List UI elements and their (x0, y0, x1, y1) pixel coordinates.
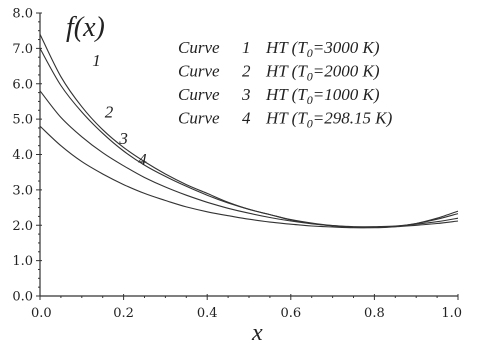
y-tick-label: 6.0 (12, 77, 33, 92)
legend-prefix: Curve (178, 38, 220, 57)
x-tick-label: 0.2 (113, 306, 134, 321)
legend-entry: Curve 2 HT (T0=2000 K) (178, 62, 380, 84)
y-tick-label: 8.0 (12, 7, 33, 22)
y-tick-label: 1.0 (12, 254, 33, 269)
legend-description: HT (T0=2000 K) (265, 62, 380, 84)
x-tick-label: 0.6 (280, 306, 301, 321)
legend-entry: Curve 3 HT (T0=1000 K) (178, 85, 380, 107)
x-tick-label: 0.0 (31, 306, 52, 321)
y-axis-label: f(x) (66, 12, 105, 43)
x-tick-label: 0.4 (197, 306, 218, 321)
legend: Curve 1 HT (T0=3000 K) Curve 2 HT (T0=2000 K)… (178, 38, 393, 131)
y-tick-label: 2.0 (12, 219, 33, 234)
curve-labels: 1 234 (92, 51, 147, 169)
legend-prefix: Curve (178, 85, 220, 104)
curve-4-line (39, 125, 459, 229)
curve-1-label: 1 (92, 51, 101, 70)
legend-prefix: Curve (178, 109, 220, 128)
legend-number: 1 (242, 38, 251, 57)
legend-prefix: Curve (178, 62, 220, 81)
legend-number: 3 (241, 85, 251, 104)
ticks: 0.0 1.0 2.0 3.0 4.0 5.0 6.0 7.0 8.0 0.0 0.2 0.4 0.6 0… (12, 7, 462, 322)
curve-2-label: 2 (105, 102, 114, 121)
y-tick-label: 4.0 (12, 148, 33, 163)
legend-number: 4 (242, 109, 251, 128)
legend-description: HT (T0=298.15 K) (265, 109, 393, 131)
x-tick-label: 1.0 (441, 306, 462, 321)
legend-description: HT (T0=3000 K) (265, 38, 380, 60)
legend-entry: Curve 1 HT (T0=3000 K) (178, 38, 380, 60)
y-tick-label: 5.0 (12, 113, 33, 128)
legend-description: HT (T0=1000 K) (265, 85, 380, 107)
legend-number: 2 (242, 62, 251, 81)
curve-4-label: 4 (138, 150, 147, 169)
y-tick-label: 7.0 (12, 42, 33, 57)
x-axis-label: x (251, 320, 263, 346)
x-tick-label: 0.8 (364, 306, 385, 321)
curves (39, 33, 459, 229)
y-tick-label: 3.0 (12, 183, 33, 198)
curve-3-label: 3 (118, 129, 128, 148)
legend-entry: Curve 4 HT (T0=298.15 K) (178, 109, 393, 131)
y-tick-label: 0.0 (12, 290, 33, 305)
curve-3-line (39, 90, 459, 228)
